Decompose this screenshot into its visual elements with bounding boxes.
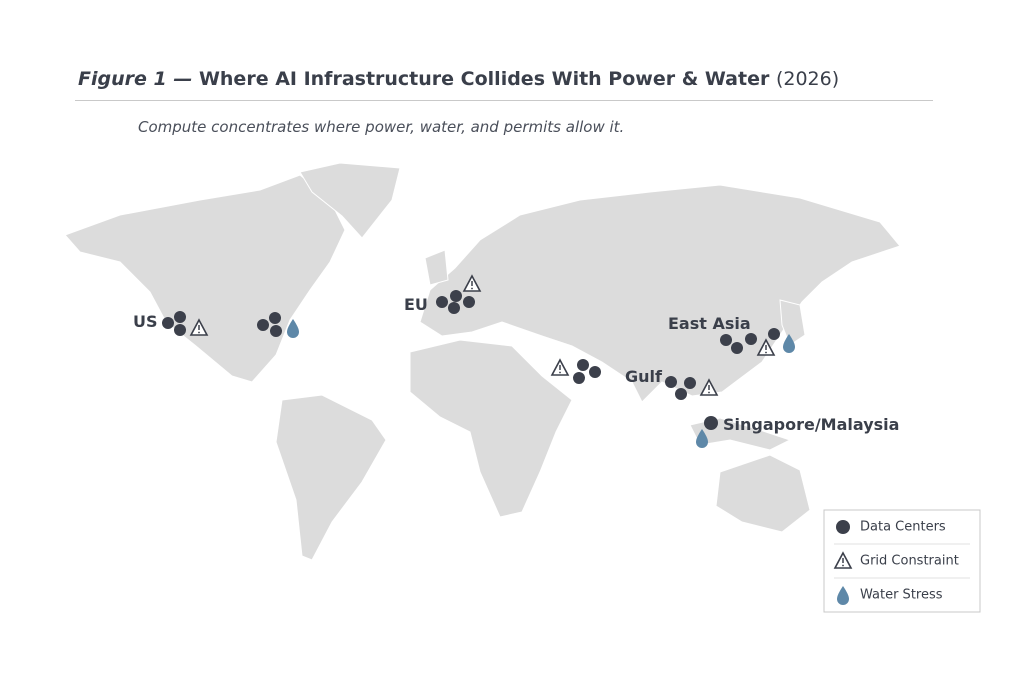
markers: [162, 275, 795, 448]
data-center: [684, 377, 696, 389]
data-center: [675, 388, 687, 400]
data-center: [577, 359, 589, 371]
region-label: East Asia: [668, 314, 751, 333]
data-center: [448, 302, 460, 314]
data-center: [720, 334, 732, 346]
legend: Data Centers Grid Constraint Water Stres…: [823, 509, 981, 613]
land: [64, 162, 901, 561]
data-center: [589, 366, 601, 378]
figure-label: Figure 1 —: [78, 68, 193, 90]
region-label: EU: [404, 295, 428, 314]
data-center: [174, 324, 186, 336]
title-rule: [75, 100, 933, 101]
data-center: [665, 376, 677, 388]
legend-label: Grid Constraint: [860, 554, 959, 569]
data-center: [745, 333, 757, 345]
data-center: [436, 296, 448, 308]
region-label: US: [133, 312, 158, 331]
data-center: [174, 311, 186, 323]
data-center: [731, 342, 743, 354]
region-label: Singapore/Malaysia: [723, 415, 899, 434]
figure-title: Figure 1 — Where AI Infrastructure Colli…: [78, 68, 839, 90]
legend-label: Data Centers: [860, 520, 946, 535]
data-center: [162, 317, 174, 329]
data-center: [257, 319, 269, 331]
region-label: Gulf: [625, 367, 663, 386]
data-center: [450, 290, 462, 302]
legend-icon: [836, 520, 850, 534]
subtitle: Compute concentrates where power, water,…: [138, 118, 625, 136]
data-center: [463, 296, 475, 308]
data-center: [269, 312, 281, 324]
data-center: [768, 328, 780, 340]
title-year: (2026): [775, 68, 840, 90]
data-center: [704, 416, 718, 430]
region-labels: US EU Gulf East Asia Singapore/Malaysia: [133, 295, 899, 434]
title-text: Where AI Infrastructure Collides With Po…: [198, 68, 770, 90]
grid-constraint: [551, 359, 569, 376]
data-center: [270, 325, 282, 337]
data-center: [573, 372, 585, 384]
legend-label: Water Stress: [860, 588, 943, 603]
